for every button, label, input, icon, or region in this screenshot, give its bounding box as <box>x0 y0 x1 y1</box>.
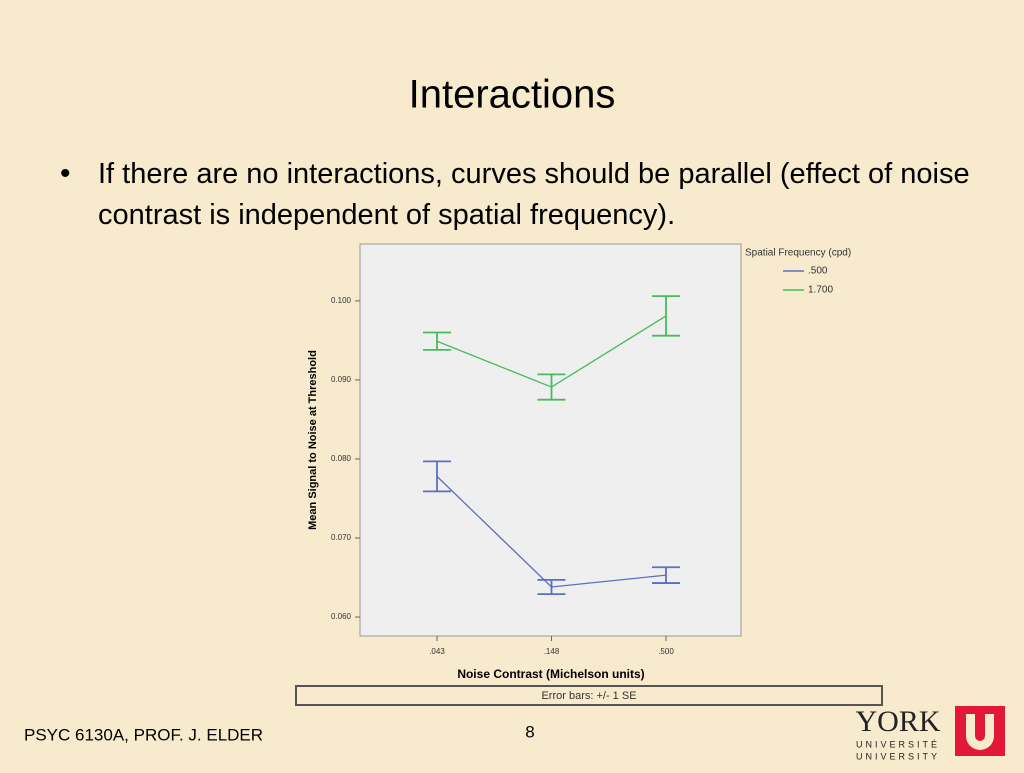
legend-title: Spatial Frequency (cpd) <box>745 248 851 259</box>
slide-title: Interactions <box>409 73 616 117</box>
y-tick-label: 0.090 <box>331 375 352 384</box>
plot-area <box>359 243 742 637</box>
logo-line1: UNIVERSITÉ <box>856 739 940 749</box>
legend-label: .500 <box>808 266 828 277</box>
note: Error bars: +/- 1 SE <box>541 690 636 702</box>
logo-u <box>966 714 994 750</box>
x-tick-label: .148 <box>544 647 560 656</box>
legend-label: 1.700 <box>808 285 833 296</box>
x-tick-label: .500 <box>658 647 674 656</box>
bullet-dot: • <box>60 157 71 190</box>
y-axis-label: Mean Signal to Noise at Threshold <box>307 350 319 530</box>
bullet-box: If there are no interactions, curves sho… <box>98 158 970 231</box>
error-bar <box>652 566 680 584</box>
error-bar <box>423 331 451 351</box>
y-tick-label: 0.060 <box>331 612 352 621</box>
bullet-text: If there are no interactions, curves sho… <box>98 158 970 231</box>
error-bar <box>537 578 566 596</box>
footer: PSYC 6130A, PROF. J. ELDER <box>24 725 263 744</box>
x-axis-label: Noise Contrast (Michelson units) <box>457 667 644 681</box>
logo-name: YORK <box>855 705 940 738</box>
x-tick-label: .043 <box>429 647 445 656</box>
error-bar <box>423 460 451 493</box>
error-bar <box>652 295 680 337</box>
page-number: 8 <box>525 722 534 741</box>
logo-line2: UNIVERSITY <box>856 751 940 761</box>
y-tick-label: 0.070 <box>331 533 352 542</box>
error-bar <box>537 373 566 401</box>
note-box <box>295 685 883 706</box>
y-tick-label: 0.100 <box>331 296 352 305</box>
y-tick-label: 0.080 <box>331 454 352 463</box>
